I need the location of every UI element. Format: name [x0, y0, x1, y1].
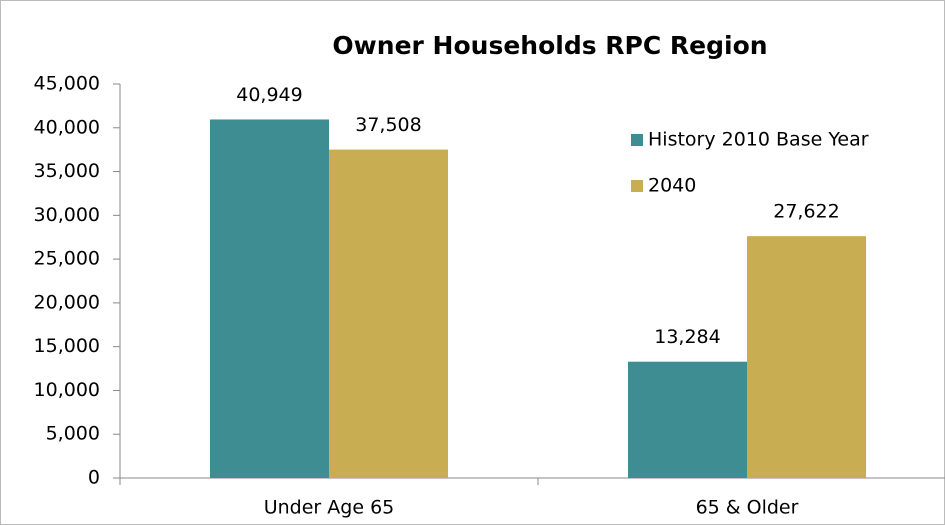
data-label: 13,284	[654, 326, 720, 348]
y-tick-label: 25,000	[34, 248, 100, 270]
y-tick-label: 30,000	[34, 204, 100, 226]
data-label: 40,949	[236, 84, 302, 106]
y-tick-label: 5,000	[46, 423, 100, 445]
legend-label: History 2010 Base Year	[648, 129, 869, 151]
bar	[329, 149, 448, 478]
y-tick-label: 0	[88, 467, 100, 489]
legend-swatch	[631, 134, 643, 146]
y-tick-label: 45,000	[34, 73, 100, 95]
bar	[747, 236, 866, 478]
x-tick-label: Under Age 65	[264, 497, 395, 519]
bar	[210, 119, 329, 479]
x-tick-label: 65 & Older	[696, 497, 799, 519]
legend-swatch	[631, 180, 643, 192]
y-tick-label: 20,000	[34, 291, 100, 313]
y-tick-label: 15,000	[34, 335, 100, 357]
y-tick-label: 40,000	[34, 116, 100, 138]
y-tick-label: 10,000	[34, 379, 100, 401]
data-label: 37,508	[355, 114, 421, 136]
chart-title: Owner Households RPC Region	[332, 31, 767, 60]
bar	[628, 361, 747, 478]
data-label: 27,622	[773, 201, 839, 223]
legend-label: 2040	[648, 175, 696, 197]
y-tick-label: 35,000	[34, 160, 100, 182]
